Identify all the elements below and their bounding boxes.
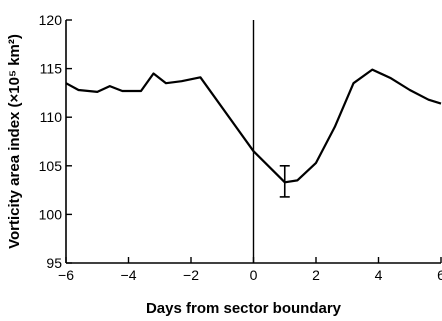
plot-area: 95 100 105 110 115 120 −6 −4 −2 0 2 4 6 [39,12,442,283]
x-tick-label: 4 [375,267,383,283]
x-tick-label: 2 [312,267,320,283]
x-tick-label: −4 [121,267,137,283]
y-tick-label: 95 [46,255,62,271]
x-tick-label: −6 [58,267,74,283]
y-tick-label: 100 [39,206,63,222]
y-axis-label: Vorticity area index (×10⁵ km²) [6,34,23,249]
vorticity-series-line [65,68,442,184]
y-tick-label: 120 [39,12,63,28]
y-tick-label: 105 [39,158,63,174]
x-tick-label: 6 [437,267,442,283]
x-tick-label: 0 [250,267,258,283]
x-axis-label: Days from sector boundary [146,300,342,317]
y-tick-label: 115 [40,61,63,77]
x-tick-label: −2 [183,267,199,283]
y-tick-label: 110 [40,109,63,125]
